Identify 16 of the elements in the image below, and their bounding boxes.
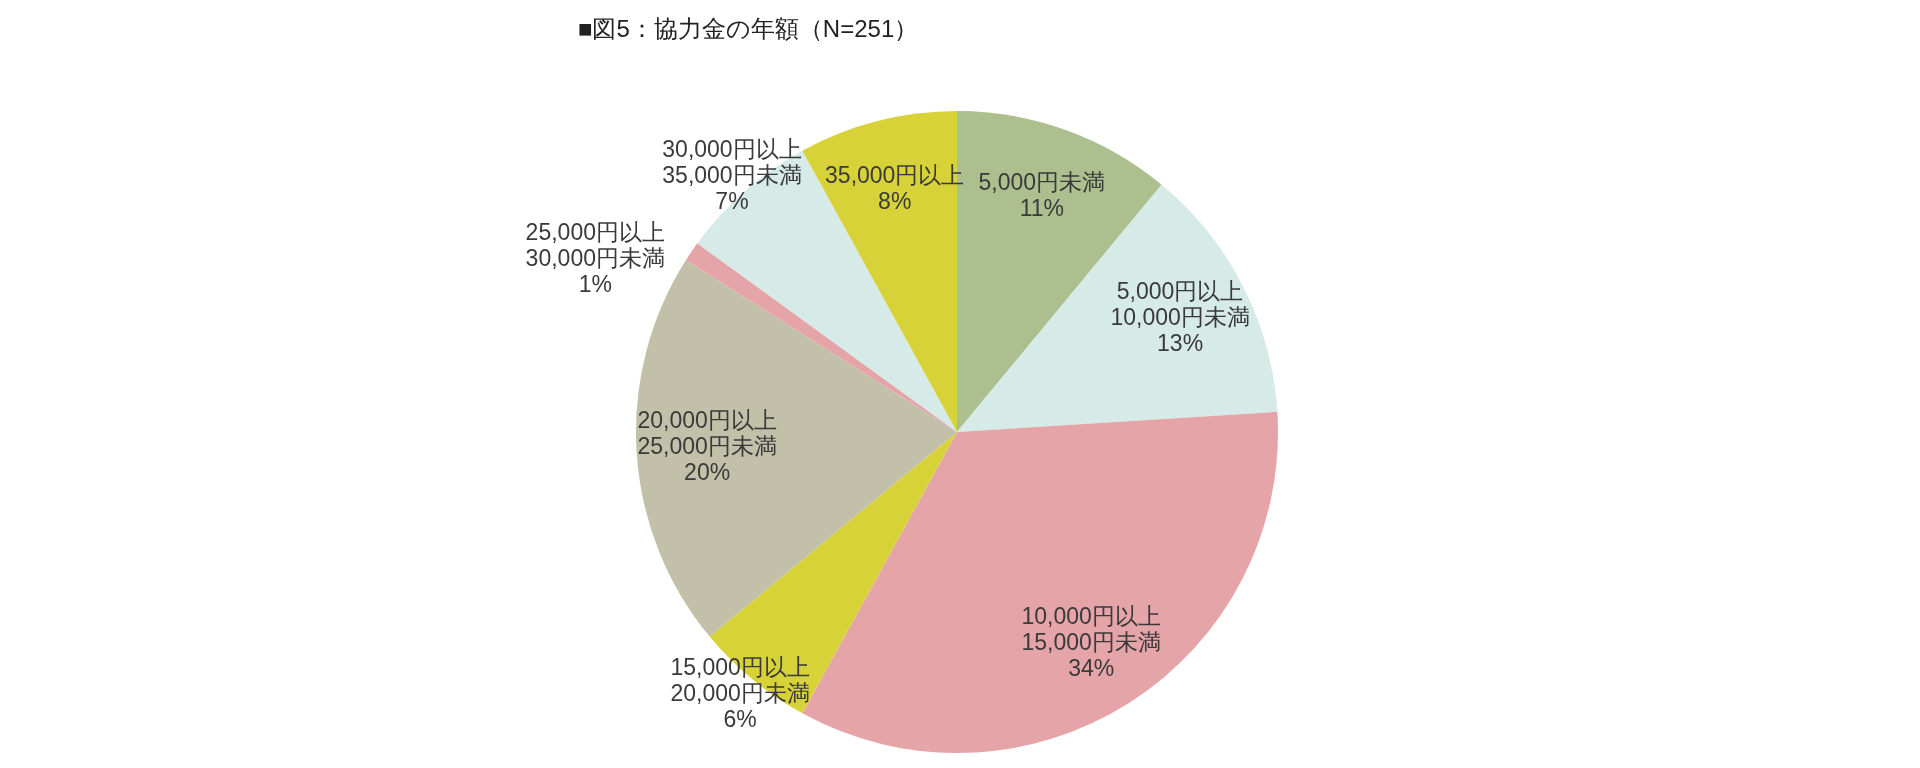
data-label: 11% bbox=[1019, 194, 1064, 221]
slice-label: 5,000円以上 10,000円未満 bbox=[1110, 277, 1250, 330]
slice-label: 30,000円以上 35,000円未満 bbox=[662, 136, 802, 189]
slice-label: 35,000円以上 bbox=[825, 161, 965, 188]
chart-title: ■図5：協力金の年額（N=251） bbox=[578, 14, 919, 44]
data-label: 6% bbox=[723, 705, 757, 732]
slice-label: 5,000円未満 bbox=[978, 168, 1106, 195]
slice-label: 20,000円以上 25,000円未満 bbox=[637, 407, 777, 460]
data-label: 7% bbox=[715, 188, 749, 215]
slice-label: 25,000円以上 30,000円未満 bbox=[525, 218, 665, 271]
data-label: 8% bbox=[878, 187, 912, 214]
data-label: 20% bbox=[684, 459, 731, 486]
slice-label: 10,000円以上 15,000円未満 bbox=[1021, 602, 1161, 655]
data-label: 13% bbox=[1157, 329, 1204, 356]
data-label: 1% bbox=[578, 270, 612, 297]
data-label: 34% bbox=[1068, 654, 1115, 681]
